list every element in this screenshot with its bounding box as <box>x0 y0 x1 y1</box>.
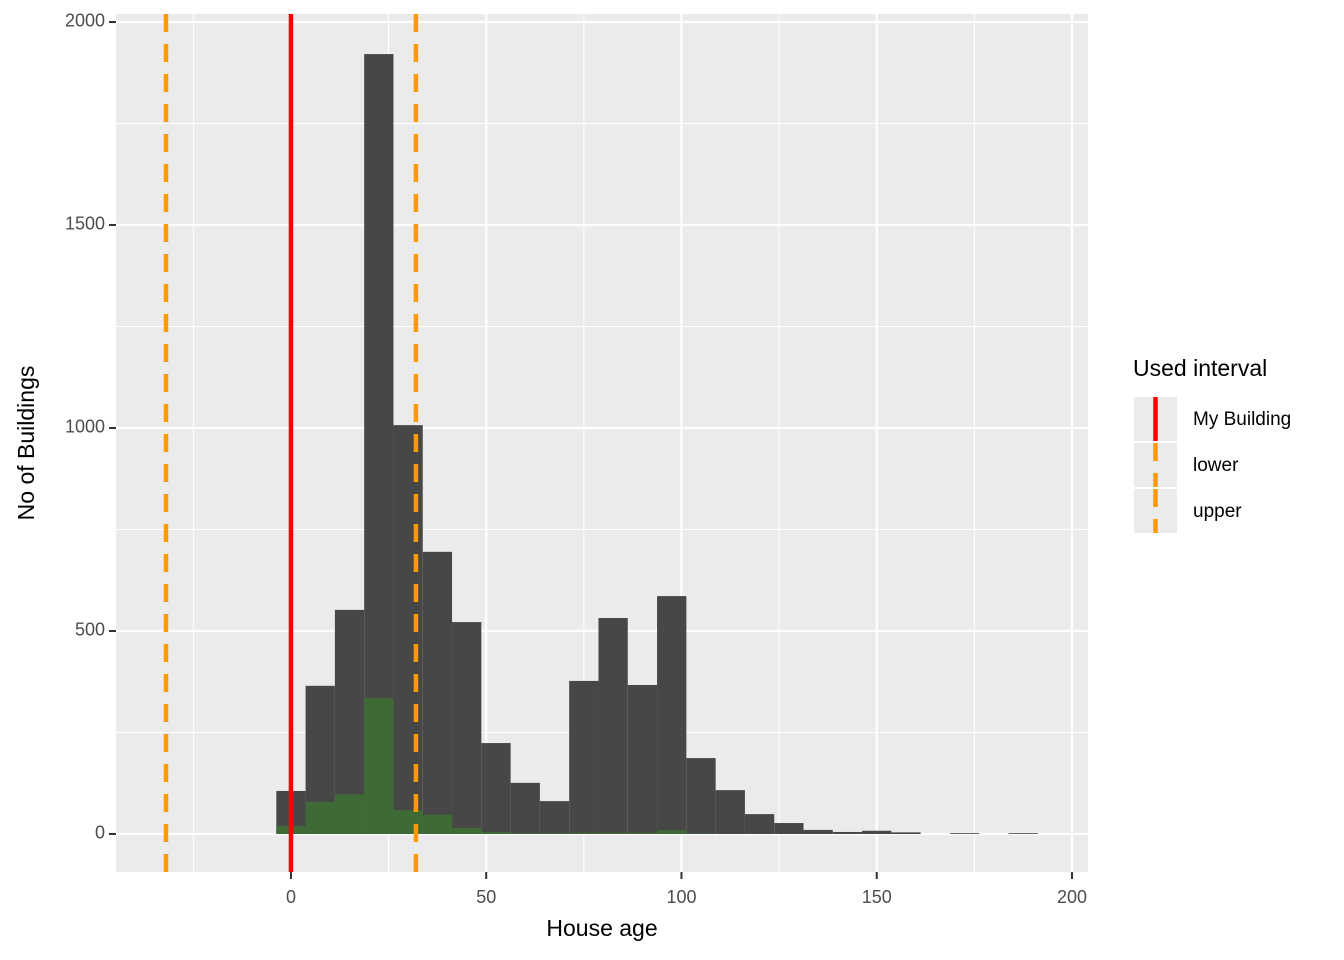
bar <box>803 829 833 834</box>
legend-label: My Building <box>1193 409 1291 430</box>
x-tick-label: 150 <box>862 887 892 907</box>
bar <box>627 832 658 834</box>
bar <box>744 814 775 834</box>
legend-label: lower <box>1193 455 1239 476</box>
bar <box>305 801 335 834</box>
x-tick-label: 100 <box>666 887 696 907</box>
x-tick-label: 0 <box>286 887 296 907</box>
bar <box>334 794 365 834</box>
bar <box>569 832 599 834</box>
bar <box>832 831 863 834</box>
bar <box>657 830 687 834</box>
bar <box>364 697 394 834</box>
bar <box>481 743 511 834</box>
bar <box>686 758 716 834</box>
y-tick-label: 1500 <box>65 214 105 234</box>
legend-title: Used interval <box>1133 355 1267 381</box>
bar <box>569 680 599 834</box>
x-tick-label: 200 <box>1057 887 1087 907</box>
y-tick-label: 2000 <box>65 11 105 31</box>
bar <box>891 832 921 834</box>
bar <box>452 622 482 834</box>
bar <box>715 790 745 834</box>
bar <box>393 425 423 834</box>
x-tick-label: 50 <box>476 887 496 907</box>
legend-label: upper <box>1193 501 1242 522</box>
bar <box>1008 833 1038 834</box>
y-tick-label: 0 <box>95 823 105 843</box>
bar <box>627 684 658 834</box>
bar <box>949 833 980 834</box>
bar <box>657 596 687 834</box>
bar <box>481 831 511 834</box>
bar <box>539 801 570 834</box>
bar <box>510 833 540 834</box>
bar <box>510 782 540 834</box>
bar <box>598 832 628 834</box>
bar <box>539 833 570 834</box>
bar <box>393 810 423 834</box>
y-tick-label: 1000 <box>65 417 105 437</box>
bar <box>862 830 892 834</box>
x-axis-title: House age <box>546 915 657 941</box>
y-axis-title: No of Buildings <box>13 366 39 521</box>
y-tick-label: 500 <box>75 620 105 640</box>
bar <box>452 827 482 834</box>
bar <box>598 618 628 834</box>
bar <box>422 551 453 834</box>
bar <box>774 823 804 834</box>
bar <box>422 814 453 834</box>
